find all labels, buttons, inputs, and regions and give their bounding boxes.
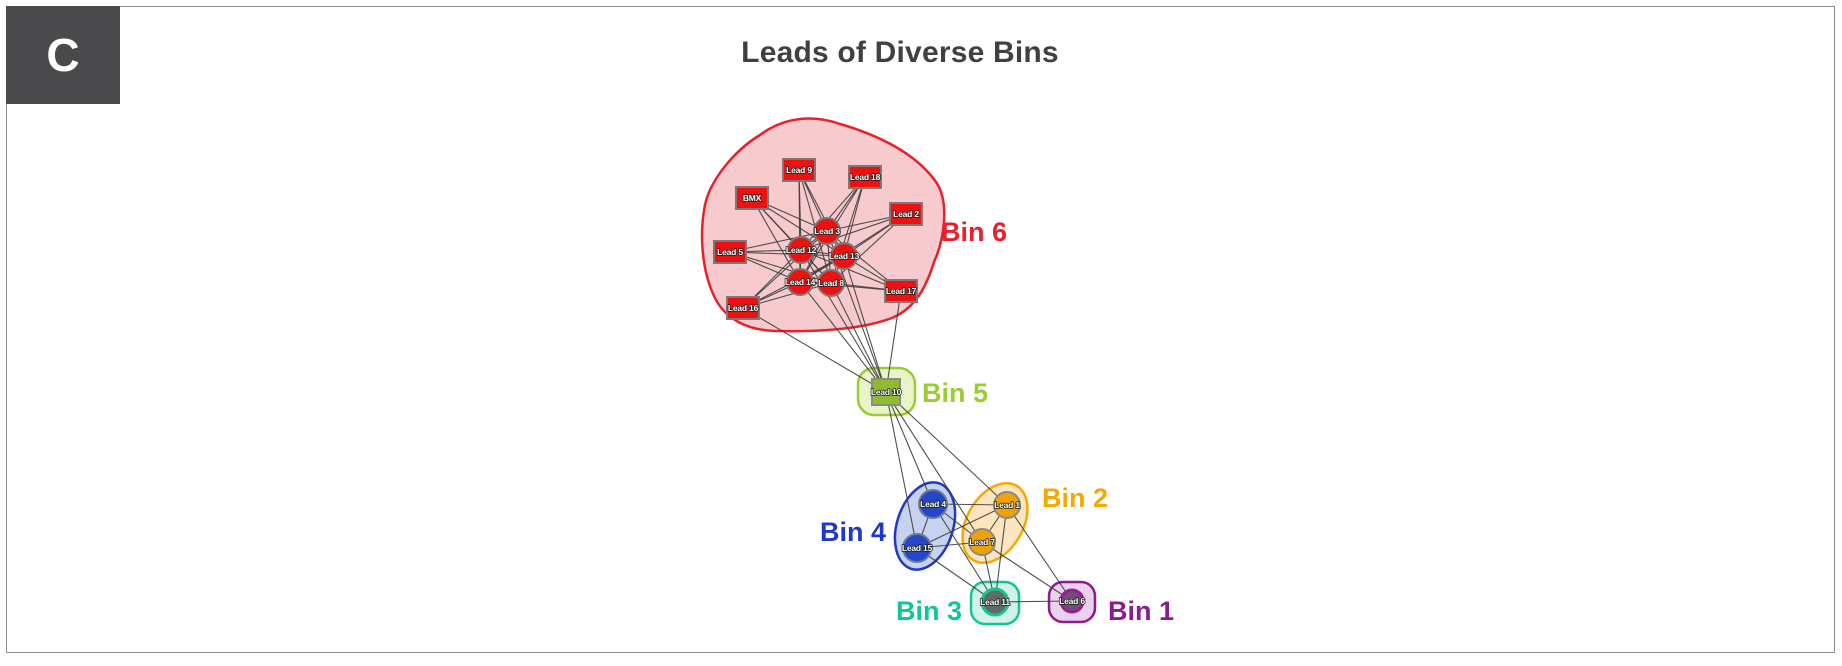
- node-label-lead18: Lead 18: [850, 172, 881, 182]
- node-label-lead5: Lead 5: [717, 247, 743, 257]
- node-label-lead15: Lead 15: [902, 543, 933, 553]
- edge-lead18-lead12: [800, 176, 866, 251]
- node-lead18: [848, 165, 882, 189]
- edge-lead13-lead10: [843, 255, 887, 393]
- node-lead5: [713, 240, 747, 264]
- bin5-label: Bin 5: [922, 378, 988, 408]
- edge-lead5-lead13: [729, 251, 845, 257]
- edge-lead15-lead11: [916, 547, 996, 603]
- figure-title: Leads of Diverse Bins: [741, 36, 1059, 69]
- node-label-lead9: Lead 9: [786, 165, 812, 175]
- edge-lead10-lead7: [885, 391, 983, 543]
- edge-lead10-lead4: [885, 391, 934, 505]
- node-label-lead8: Lead 8: [818, 278, 844, 288]
- edge-lead1-lead11: [994, 504, 1008, 603]
- edge-lead14-lead10: [799, 281, 887, 393]
- node-label-lead11: Lead 11: [980, 597, 1010, 607]
- node-label-lead6: Lead 6: [1059, 596, 1085, 606]
- node-lead17: [884, 279, 918, 303]
- node-lead4: [918, 489, 948, 519]
- edge-lead9-lead13: [798, 169, 845, 257]
- node-lead8: [817, 269, 845, 297]
- node-label-lead2: Lead 2: [893, 209, 919, 219]
- panel-label: C: [46, 29, 80, 81]
- node-lead14: [786, 268, 814, 296]
- node-lead10: [871, 378, 901, 406]
- edge-lead10-lead15: [885, 391, 918, 549]
- node-label-lead4: Lead 4: [920, 499, 946, 509]
- edge-lead7-lead6: [981, 541, 1073, 602]
- node-lead3: [813, 217, 841, 245]
- bin6-label: Bin 6: [941, 217, 1007, 247]
- node-label-lead3: Lead 3: [814, 226, 840, 236]
- node-lead16: [726, 296, 760, 320]
- node-lead13: [830, 242, 858, 270]
- node-label-lead12: Lead 12: [786, 245, 817, 255]
- node-lead11: [980, 587, 1010, 617]
- node-lead7: [968, 528, 996, 556]
- edge-lead2-lead12: [800, 213, 907, 251]
- node-lead2: [889, 202, 923, 226]
- figure-border: [6, 6, 1835, 653]
- bin2-label: Bin 2: [1042, 483, 1108, 513]
- edge-lead8-lead10: [830, 282, 887, 393]
- edge-bmx-lead14: [751, 197, 801, 283]
- node-label-bmx: BMX: [743, 193, 762, 203]
- node-label-lead13: Lead 13: [829, 251, 860, 261]
- node-lead12: [787, 236, 815, 264]
- node-lead1: [993, 491, 1021, 519]
- node-label-lead7: Lead 7: [969, 537, 995, 547]
- edge-lead15-lead1: [916, 504, 1008, 549]
- node-label-lead1: Lead 1: [994, 500, 1020, 510]
- node-lead15: [902, 533, 932, 563]
- edge-lead17-lead10: [885, 290, 902, 393]
- panel-label-box: C: [6, 6, 120, 104]
- edge-lead4-lead11: [932, 503, 996, 603]
- edge-lead10-lead1: [885, 391, 1008, 506]
- node-lead9: [782, 158, 816, 182]
- bin3-label: Bin 3: [896, 596, 962, 626]
- node-label-lead16: Lead 16: [728, 303, 759, 313]
- edge-lead1-lead6: [1006, 504, 1073, 602]
- node-lead6: [1059, 588, 1085, 614]
- bin1-label: Bin 1: [1108, 596, 1174, 626]
- node-label-lead14: Lead 14: [785, 277, 816, 287]
- edge-lead12-lead10: [800, 249, 887, 393]
- node-label-lead10: Lead 10: [871, 387, 902, 397]
- node-bmx: [735, 186, 769, 210]
- node-label-lead17: Lead 17: [886, 286, 917, 296]
- edge-lead16-lead10: [742, 307, 887, 393]
- bin4-label: Bin 4: [820, 517, 886, 547]
